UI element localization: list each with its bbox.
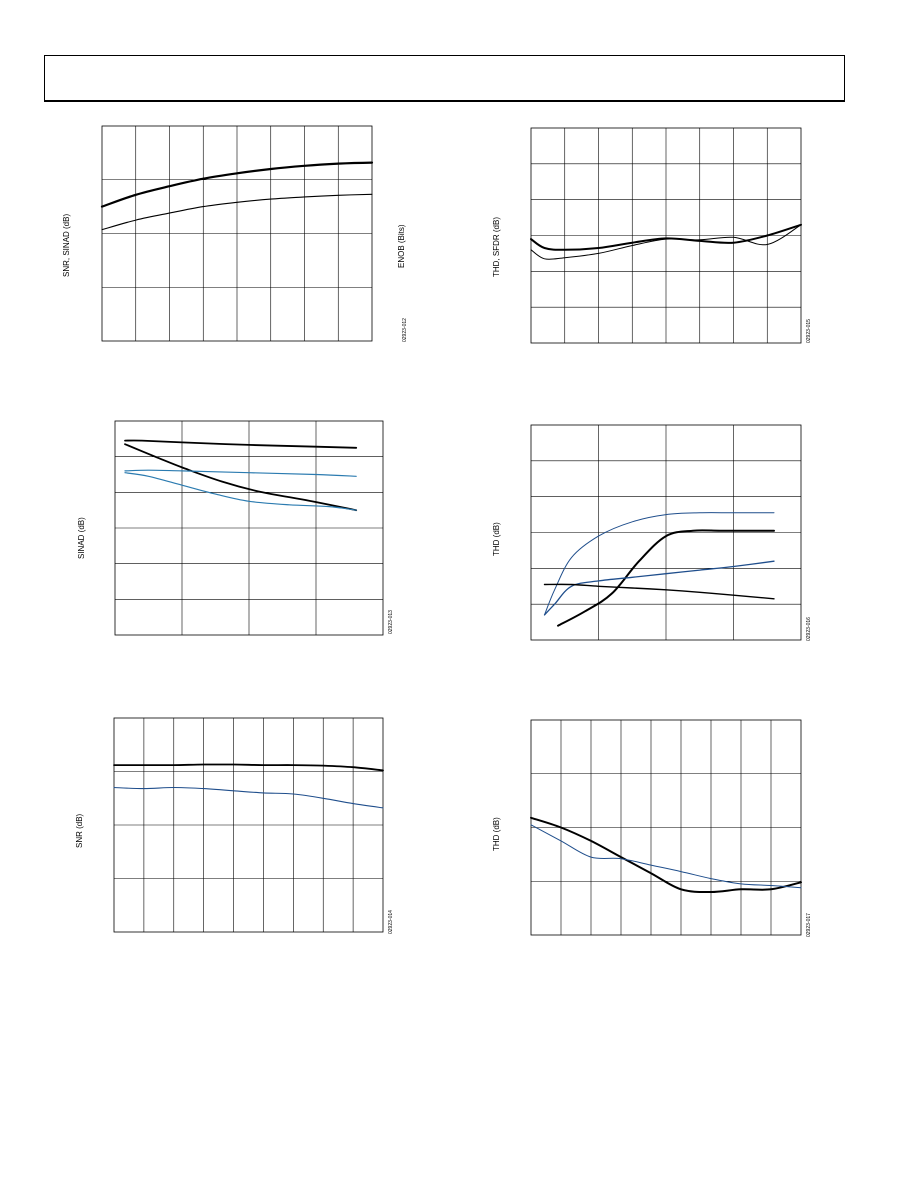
page-header-box (44, 55, 845, 102)
series-line-chart4-3 (543, 560, 775, 616)
figure-code: 02923-017 (806, 913, 812, 937)
series-line-chart5-1 (113, 763, 384, 772)
figure-code: 02923-014 (388, 910, 394, 934)
figure-code: 02923-016 (806, 617, 812, 641)
series-line-chart4-2 (557, 529, 775, 627)
figure-code: 02923-013 (388, 610, 394, 634)
series-line-chart5-2 (113, 786, 384, 809)
series-line-chart6-1 (530, 816, 802, 894)
y-axis-label: THD (dB) (492, 817, 501, 851)
series-line-chart3-2 (124, 443, 358, 512)
y-axis-label: SINAD (dB) (77, 517, 86, 559)
series-line-chart4-4 (543, 583, 775, 600)
y-axis-label: SNR (dB) (75, 813, 84, 848)
series-line-chart6-2 (530, 824, 802, 889)
y-axis-label: THD, SFDR (dB) (492, 217, 501, 277)
series-line-chart3-4 (124, 472, 357, 511)
series-line-chart3-3 (124, 469, 357, 477)
series-line-chart4-1 (544, 512, 775, 616)
figure-code: 02923-015 (806, 319, 812, 343)
series-line-chart3-1 (124, 439, 358, 449)
series-line-chart1-1 (100, 161, 374, 208)
series-line-chart2-1 (530, 223, 802, 251)
series-line-chart1-2 (101, 193, 373, 231)
y-axis-label: THD (dB) (492, 522, 501, 556)
series-line-chart2-2 (530, 224, 802, 260)
